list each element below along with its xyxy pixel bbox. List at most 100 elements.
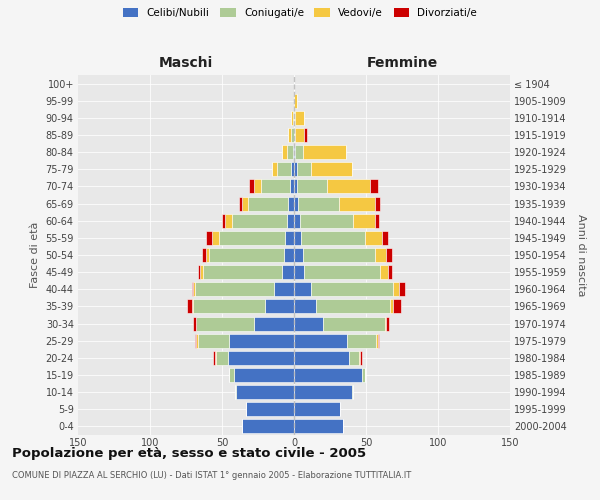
Bar [216, 351, 228, 365]
Bar [288, 128, 291, 142]
Bar [302, 248, 374, 262]
Bar [311, 282, 394, 296]
Bar [192, 282, 193, 296]
Bar [214, 351, 215, 365]
Bar [228, 351, 294, 365]
Bar [374, 248, 386, 262]
Bar [233, 368, 294, 382]
Bar [386, 248, 392, 262]
Text: Femmine: Femmine [367, 56, 437, 70]
Bar [301, 231, 365, 245]
Bar [206, 248, 209, 262]
Bar [250, 180, 254, 194]
Bar [193, 316, 196, 330]
Bar [196, 334, 197, 347]
Bar [277, 162, 291, 176]
Bar [352, 385, 353, 399]
Bar [239, 196, 242, 210]
Bar [284, 248, 294, 262]
Bar [302, 145, 346, 159]
Bar [235, 385, 236, 399]
Bar [294, 316, 323, 330]
Bar [297, 162, 311, 176]
Bar [248, 196, 288, 210]
Text: Maschi: Maschi [159, 56, 213, 70]
Y-axis label: Fasce di età: Fasce di età [30, 222, 40, 288]
Bar [311, 162, 352, 176]
Bar [254, 180, 261, 194]
Bar [287, 145, 293, 159]
Bar [365, 231, 382, 245]
Bar [294, 351, 349, 365]
Bar [229, 368, 233, 382]
Bar [294, 265, 304, 279]
Bar [380, 265, 388, 279]
Bar [286, 231, 294, 245]
Bar [294, 214, 300, 228]
Bar [225, 214, 232, 228]
Bar [247, 402, 294, 416]
Legend: Celibi/Nubili, Coniugati/e, Vedovi/e, Divorziati/e: Celibi/Nubili, Coniugati/e, Vedovi/e, Di… [123, 8, 477, 18]
Bar [261, 180, 290, 194]
Bar [359, 351, 360, 365]
Bar [202, 248, 206, 262]
Bar [349, 351, 359, 365]
Bar [294, 162, 297, 176]
Bar [294, 180, 297, 194]
Bar [323, 316, 385, 330]
Bar [391, 300, 394, 314]
Bar [283, 145, 287, 159]
Bar [194, 282, 274, 296]
Bar [294, 248, 302, 262]
Bar [294, 300, 316, 314]
Bar [197, 265, 200, 279]
Bar [288, 196, 294, 210]
Bar [291, 128, 294, 142]
Bar [394, 300, 401, 314]
Bar [386, 316, 389, 330]
Bar [338, 196, 374, 210]
Bar [291, 162, 294, 176]
Bar [200, 265, 203, 279]
Bar [272, 162, 277, 176]
Bar [297, 180, 327, 194]
Bar [377, 334, 379, 347]
Bar [187, 300, 192, 314]
Bar [298, 196, 338, 210]
Text: Popolazione per età, sesso e stato civile - 2005: Popolazione per età, sesso e stato civil… [12, 448, 366, 460]
Bar [370, 180, 377, 194]
Bar [376, 334, 377, 347]
Bar [294, 402, 340, 416]
Bar [360, 351, 362, 365]
Bar [362, 368, 365, 382]
Bar [287, 214, 294, 228]
Bar [374, 214, 379, 228]
Bar [316, 300, 391, 314]
Bar [206, 231, 212, 245]
Bar [222, 214, 225, 228]
Bar [219, 231, 286, 245]
Bar [294, 385, 352, 399]
Bar [295, 145, 302, 159]
Bar [294, 94, 297, 108]
Bar [203, 265, 283, 279]
Bar [294, 282, 311, 296]
Bar [294, 111, 295, 125]
Bar [382, 231, 388, 245]
Bar [193, 282, 194, 296]
Bar [294, 420, 343, 434]
Bar [212, 231, 219, 245]
Bar [274, 282, 294, 296]
Bar [294, 231, 301, 245]
Bar [193, 300, 265, 314]
Text: COMUNE DI PIAZZA AL SERCHIO (LU) - Dati ISTAT 1° gennaio 2005 - Elaborazione TUT: COMUNE DI PIAZZA AL SERCHIO (LU) - Dati … [12, 471, 411, 480]
Bar [304, 128, 307, 142]
Bar [283, 265, 294, 279]
Bar [242, 420, 294, 434]
Bar [196, 316, 254, 330]
Bar [295, 128, 304, 142]
Bar [265, 300, 294, 314]
Bar [374, 196, 380, 210]
Y-axis label: Anni di nascita: Anni di nascita [577, 214, 586, 296]
Bar [399, 282, 405, 296]
